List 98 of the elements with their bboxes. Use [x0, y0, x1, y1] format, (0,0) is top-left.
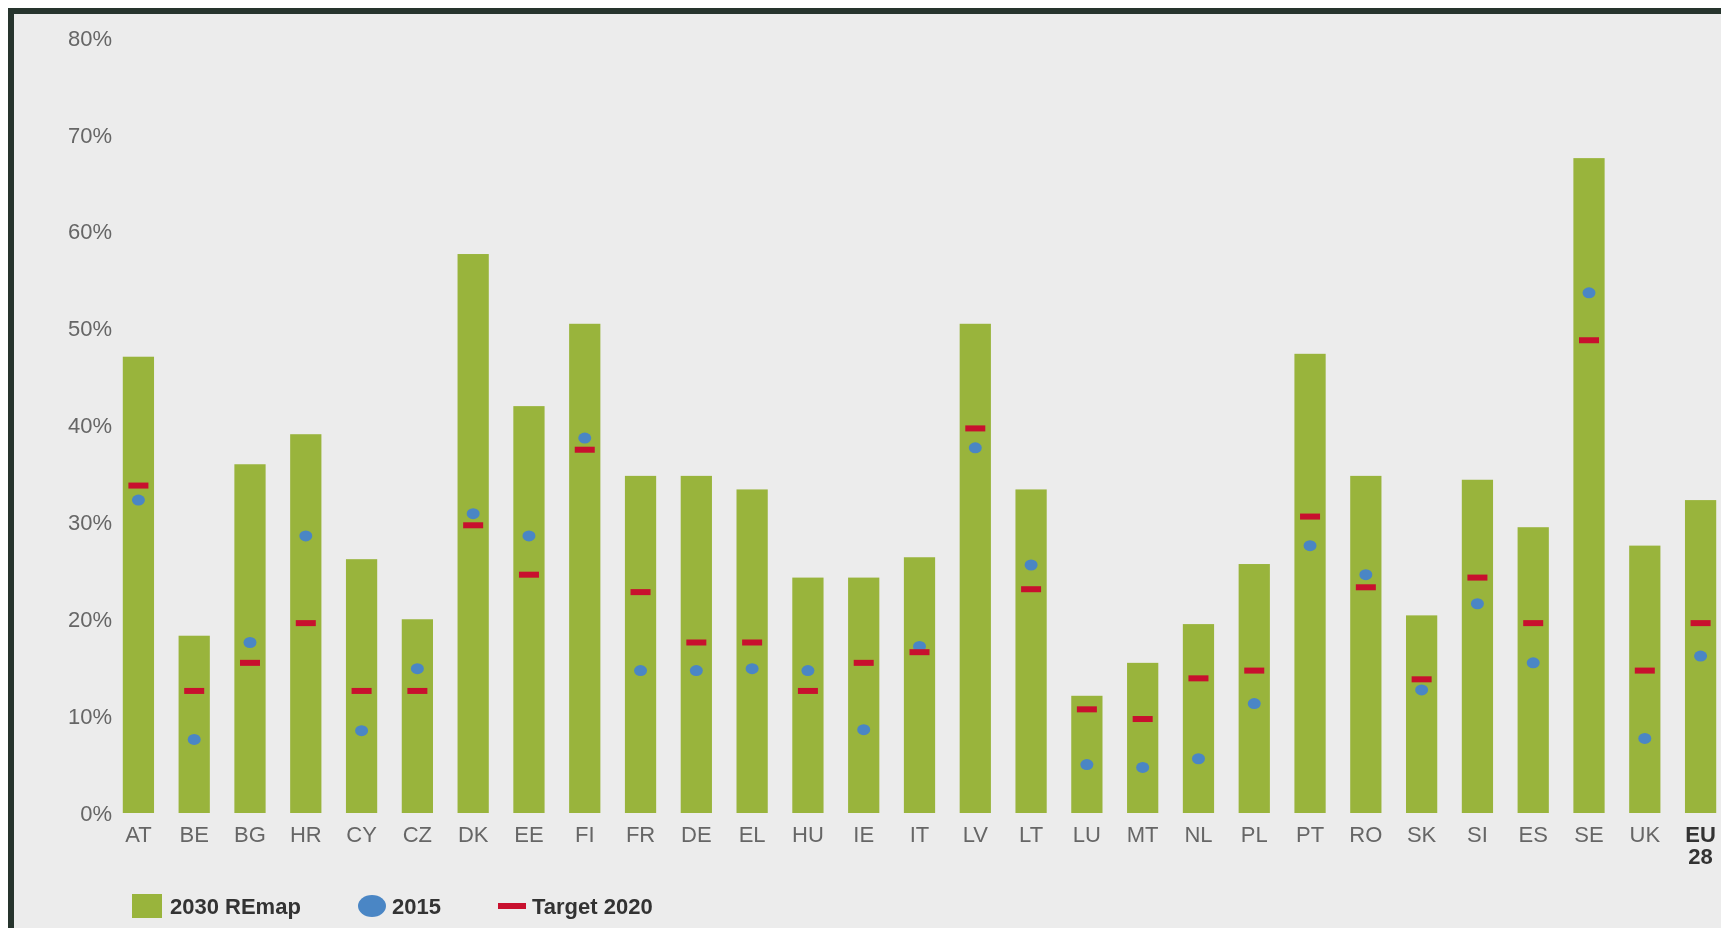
y-tick-label: 0% [80, 800, 112, 826]
point [1582, 287, 1596, 299]
point [355, 725, 369, 737]
bar [1350, 475, 1382, 813]
x-tick-label: CY [346, 822, 378, 847]
point [578, 432, 592, 444]
bar [1182, 624, 1215, 813]
x-tick-label: HU [792, 822, 824, 847]
point [1526, 657, 1540, 669]
bar [1238, 564, 1270, 813]
bar [1071, 695, 1103, 813]
bar [234, 464, 266, 813]
x-tick-label: EL [738, 822, 766, 847]
bar [290, 434, 322, 813]
point [1694, 650, 1708, 662]
point [1247, 698, 1261, 710]
y-tick-label: 20% [67, 606, 112, 632]
x-tick-label: EE [514, 822, 544, 847]
x-tick-label: DK [457, 822, 489, 847]
point [857, 724, 871, 736]
bar [401, 619, 433, 813]
x-tick-label: BE [179, 822, 209, 847]
x-tick-label: NL [1184, 822, 1213, 847]
x-tick-label: MT [1126, 822, 1159, 847]
x-tick-label: AT [125, 822, 152, 847]
x-tick-label: RO [1349, 822, 1383, 847]
point [131, 494, 145, 506]
point [243, 637, 257, 648]
x-tick-label: BG [234, 822, 266, 847]
y-tick-label: 50% [67, 316, 112, 342]
bar [513, 406, 545, 813]
bar [122, 356, 155, 813]
bar [903, 557, 936, 813]
point [1136, 761, 1150, 773]
x-tick-label: IT [909, 822, 930, 847]
y-tick-label: 10% [67, 703, 112, 729]
point [1638, 732, 1652, 744]
point [410, 663, 424, 675]
bar [1406, 615, 1438, 813]
point [968, 442, 982, 454]
legend-label: 2015 [392, 893, 441, 919]
point [1359, 569, 1373, 581]
y-tick-label: 70% [67, 122, 112, 148]
bar [1517, 527, 1549, 813]
legend-label: 2030 REmap [170, 893, 301, 919]
bar [1684, 500, 1717, 813]
bar [345, 559, 378, 813]
point [689, 665, 703, 677]
point [1303, 540, 1317, 552]
x-tick-label: PT [1295, 822, 1325, 847]
x-tick-label: SI [1467, 822, 1488, 847]
x-tick-label: SE [1574, 822, 1604, 847]
point [634, 665, 648, 677]
x-tick-label: LV [962, 822, 989, 847]
bar [624, 475, 657, 813]
x-tick-label: IE [853, 822, 875, 847]
x-tick-label: DE [681, 822, 712, 847]
point [1415, 684, 1429, 696]
bar [680, 475, 712, 813]
x-tick-label: FI [574, 822, 595, 847]
point [466, 508, 480, 520]
bar [1015, 489, 1047, 813]
point [187, 733, 201, 745]
y-tick-label: 40% [67, 413, 112, 439]
bar [1461, 479, 1494, 813]
point [522, 530, 536, 542]
bar [736, 489, 768, 813]
bar [792, 577, 824, 813]
bar [1294, 353, 1326, 813]
x-tick-label: LU [1072, 822, 1101, 847]
bar [457, 254, 489, 813]
legend-label: Target 2020 [532, 893, 653, 919]
bar [1629, 545, 1661, 813]
point [801, 665, 815, 677]
bar [848, 577, 880, 813]
x-tick-label: HR [289, 822, 322, 847]
x-tick-label: SK [1406, 822, 1437, 847]
x-tick-label: CZ [402, 822, 433, 847]
y-tick-label: 80% [67, 25, 112, 51]
point [1024, 559, 1038, 571]
x-tick-label: UK [1629, 822, 1661, 847]
point [1191, 753, 1205, 765]
bar [569, 323, 601, 813]
x-tick-label: FR [625, 822, 656, 847]
x-tick-label: EU 28 [1685, 822, 1716, 869]
y-tick-label: 30% [67, 510, 112, 536]
point [745, 663, 759, 675]
point [1470, 598, 1484, 610]
bar [1573, 158, 1605, 813]
x-tick-label: ES [1518, 822, 1548, 847]
point [1080, 759, 1094, 771]
bar [178, 635, 210, 813]
x-tick-label: LT [1019, 822, 1044, 847]
bar [959, 323, 991, 813]
point [299, 530, 313, 542]
y-tick-label: 60% [67, 219, 112, 245]
bar [1127, 662, 1159, 813]
x-tick-label: PL [1240, 822, 1268, 847]
